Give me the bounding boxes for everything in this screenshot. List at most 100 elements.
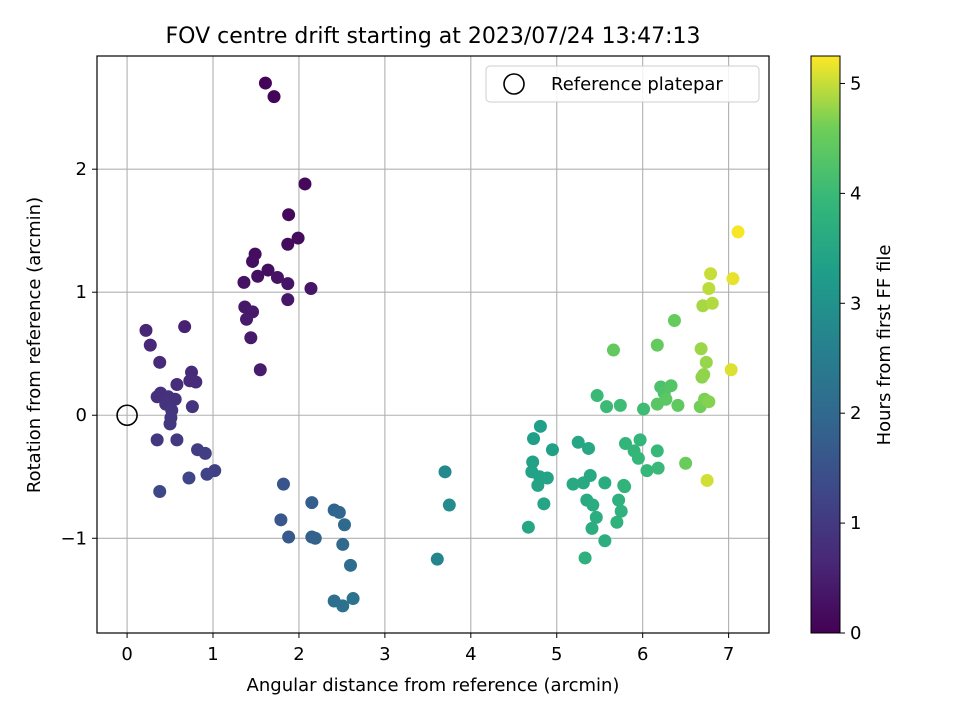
data-point <box>430 552 444 566</box>
data-point <box>586 498 600 512</box>
data-point <box>612 493 626 507</box>
data-point <box>578 551 592 565</box>
data-point <box>281 293 295 307</box>
y-tick-label: 1 <box>76 282 87 303</box>
data-point <box>143 338 157 352</box>
data-point <box>336 599 350 613</box>
colorbar: 0 1 2 3 4 5 Hours from first FF file <box>810 55 895 644</box>
data-point <box>697 368 711 382</box>
colorbar-tick-label: 1 <box>850 513 861 534</box>
data-point <box>332 505 346 519</box>
data-point <box>304 282 318 296</box>
colorbar-tick-label: 5 <box>850 73 861 94</box>
data-point <box>590 389 604 403</box>
data-point <box>344 558 358 572</box>
data-point <box>527 432 541 446</box>
x-tick-label: 2 <box>293 644 304 665</box>
data-point <box>170 377 184 391</box>
colorbar-title: Hours from first FF file <box>874 245 895 446</box>
data-point <box>671 398 685 412</box>
data-point <box>694 342 708 356</box>
y-axis-title: Rotation from reference (arcmin) <box>24 197 45 493</box>
data-point <box>200 467 214 481</box>
data-point <box>650 444 664 458</box>
data-point <box>258 76 272 90</box>
legend: Reference platepar <box>485 65 760 103</box>
data-points <box>139 76 745 613</box>
data-point <box>537 497 551 511</box>
data-point <box>531 478 545 492</box>
colorbar-tick-label: 0 <box>850 623 861 644</box>
data-point <box>614 504 628 518</box>
data-point <box>633 433 647 447</box>
chart-title: FOV centre drift starting at 2023/07/24 … <box>166 24 701 49</box>
data-point <box>336 537 350 551</box>
y-tick-label: 2 <box>76 159 87 180</box>
reference-marker <box>116 404 138 427</box>
legend-box <box>485 65 760 103</box>
data-point <box>724 363 738 377</box>
data-point <box>150 390 164 404</box>
data-point <box>240 312 254 326</box>
data-point <box>291 231 305 245</box>
data-point <box>667 314 681 328</box>
data-point <box>613 398 627 412</box>
data-point <box>346 592 360 606</box>
y-tick-label: 0 <box>76 405 87 426</box>
data-point <box>178 320 192 334</box>
data-point <box>637 402 651 416</box>
data-point <box>618 480 632 494</box>
data-point <box>731 225 745 239</box>
data-point <box>566 477 580 491</box>
data-point <box>651 461 665 475</box>
data-point <box>270 270 284 284</box>
data-point <box>150 433 164 447</box>
data-point <box>153 485 167 499</box>
colorbar-ticks: 0 1 2 3 4 5 <box>840 73 861 644</box>
data-point <box>704 267 718 281</box>
data-point <box>576 476 590 490</box>
data-point <box>702 395 716 409</box>
data-point <box>198 446 212 460</box>
data-point <box>281 237 295 251</box>
data-point <box>526 455 540 469</box>
data-point <box>664 379 678 393</box>
data-point <box>582 441 596 455</box>
colorbar-tick-label: 2 <box>850 403 861 424</box>
data-point <box>189 375 203 389</box>
plot-area: Reference platepar 0 1 2 3 4 5 6 7 −1 0 1 2 <box>60 55 770 665</box>
x-axis-ticks: 0 1 2 3 4 5 6 7 <box>121 633 734 665</box>
data-point <box>606 343 620 357</box>
data-point <box>305 496 319 510</box>
data-point <box>650 338 664 352</box>
data-point <box>640 464 654 478</box>
data-point <box>185 400 199 414</box>
plot-background <box>97 56 769 633</box>
data-point <box>281 277 295 291</box>
data-point <box>610 515 624 529</box>
y-axis-ticks: −1 0 1 2 <box>60 159 97 549</box>
data-point <box>153 355 167 369</box>
data-point <box>545 443 559 457</box>
data-point <box>598 476 612 490</box>
data-point <box>631 451 645 465</box>
x-tick-label: 3 <box>379 644 390 665</box>
data-point <box>598 534 612 548</box>
data-point <box>253 363 267 377</box>
data-point <box>659 392 673 406</box>
data-point <box>251 269 265 283</box>
data-point <box>244 331 258 345</box>
data-point <box>282 208 296 222</box>
data-point <box>274 513 288 527</box>
data-point <box>182 471 196 485</box>
colorbar-tick-label: 4 <box>850 183 861 204</box>
data-point <box>702 282 716 296</box>
x-tick-label: 0 <box>121 644 132 665</box>
legend-label: Reference platepar <box>551 74 723 95</box>
legend-marker-icon <box>503 73 525 95</box>
data-point <box>276 477 290 491</box>
x-axis-title: Angular distance from reference (arcmin) <box>247 675 620 696</box>
data-point <box>298 177 312 191</box>
data-point <box>585 521 599 535</box>
